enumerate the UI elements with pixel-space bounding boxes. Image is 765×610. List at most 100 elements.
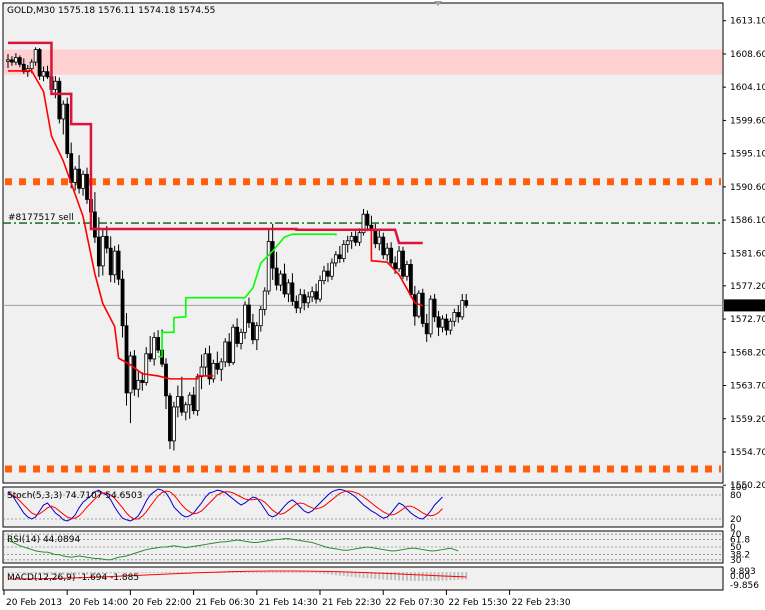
candle <box>464 293 469 308</box>
candle-body <box>6 59 10 62</box>
candle-body <box>333 254 338 264</box>
candle-body <box>306 296 311 304</box>
macd-axis-label: 9.893 <box>730 567 756 577</box>
candle <box>448 318 453 335</box>
candle-body <box>389 247 394 264</box>
candle-body <box>235 326 240 344</box>
candle-body <box>61 103 66 120</box>
candle-body <box>349 235 354 242</box>
candle <box>128 351 133 424</box>
current-price-label: 1574.55 <box>729 301 765 311</box>
candle-body <box>361 213 366 234</box>
rsi-axis-label: 30 <box>730 556 742 566</box>
candle <box>195 373 200 416</box>
candle-body <box>132 355 137 390</box>
rsi-axis-label: 70 <box>730 530 742 540</box>
candle <box>329 258 334 280</box>
candle <box>420 288 425 328</box>
candle-body <box>318 280 322 300</box>
candle-body <box>424 323 429 335</box>
candle-body <box>420 292 425 324</box>
candle-body <box>377 236 382 245</box>
candle <box>282 263 287 298</box>
candle-body <box>326 270 330 277</box>
candle-body <box>140 379 145 383</box>
candle <box>436 310 441 337</box>
candle-body <box>337 254 342 259</box>
y-tick-label: 1613.10 <box>730 17 765 27</box>
candle <box>412 285 417 326</box>
candle-body <box>448 320 453 331</box>
candle <box>333 251 338 267</box>
candle <box>298 288 303 314</box>
candle <box>77 155 81 194</box>
candle <box>405 260 409 281</box>
candle-body <box>294 300 299 309</box>
rsi-label: RSI(14) 44.0894 <box>7 535 80 545</box>
stoch-label: Stoch(5,3,3) 74.7107 54.6503 <box>7 491 142 501</box>
candle-body <box>460 300 465 318</box>
candle <box>152 332 157 366</box>
candle-body <box>144 353 149 383</box>
candle <box>96 217 101 277</box>
candle <box>140 372 145 391</box>
candle <box>365 210 370 232</box>
candle <box>120 270 125 338</box>
green-stop <box>158 233 337 358</box>
candle-body <box>274 267 279 286</box>
candle-body <box>393 262 398 270</box>
candle-body <box>37 49 42 77</box>
candle-body <box>207 353 212 380</box>
candle-body <box>120 278 125 327</box>
candle-body <box>108 247 113 276</box>
candle <box>108 236 113 283</box>
y-tick-label: 1568.20 <box>730 348 765 358</box>
candle-body <box>353 235 358 243</box>
candle-body <box>136 379 141 390</box>
candle-body <box>183 404 188 413</box>
candle-body <box>373 230 378 245</box>
y-tick-label: 1559.20 <box>730 415 765 425</box>
candle-body <box>13 57 18 63</box>
candle-body <box>191 394 196 412</box>
candle-body <box>112 250 117 276</box>
candle-body <box>278 273 283 286</box>
candle-body <box>456 312 461 318</box>
candle <box>203 347 208 376</box>
candle <box>239 328 243 350</box>
candle-body <box>10 59 14 63</box>
rsi-axis-label: 61.8 <box>730 535 750 545</box>
candle-body <box>405 264 409 277</box>
candle <box>132 350 137 396</box>
candle-body <box>365 213 370 226</box>
candle-body <box>381 236 386 256</box>
candle-body <box>250 322 255 341</box>
macd-axis-label: -9.856 <box>730 581 759 591</box>
candle <box>266 228 271 295</box>
candle <box>460 293 465 320</box>
candle-body <box>452 312 457 322</box>
candle-body <box>329 262 334 277</box>
candle <box>243 301 247 339</box>
candle-body <box>96 236 101 267</box>
candle-body <box>322 270 326 282</box>
candle <box>41 66 46 82</box>
candle <box>322 265 326 285</box>
candle-body <box>262 290 267 310</box>
stoch-axis-label: 80 <box>730 491 742 501</box>
candle <box>397 245 401 272</box>
candle-body <box>124 325 129 394</box>
candle-body <box>397 250 401 270</box>
candle <box>385 243 390 261</box>
candle-body <box>254 325 259 341</box>
stoch-signal-line <box>7 490 443 520</box>
candle-body <box>428 298 433 335</box>
candle <box>37 48 42 80</box>
macd-panel <box>2 566 724 591</box>
y-tick-label: 1599.60 <box>730 116 765 126</box>
candle <box>227 333 232 367</box>
candle <box>456 305 461 323</box>
candle <box>254 322 259 351</box>
candle-body <box>148 353 153 360</box>
